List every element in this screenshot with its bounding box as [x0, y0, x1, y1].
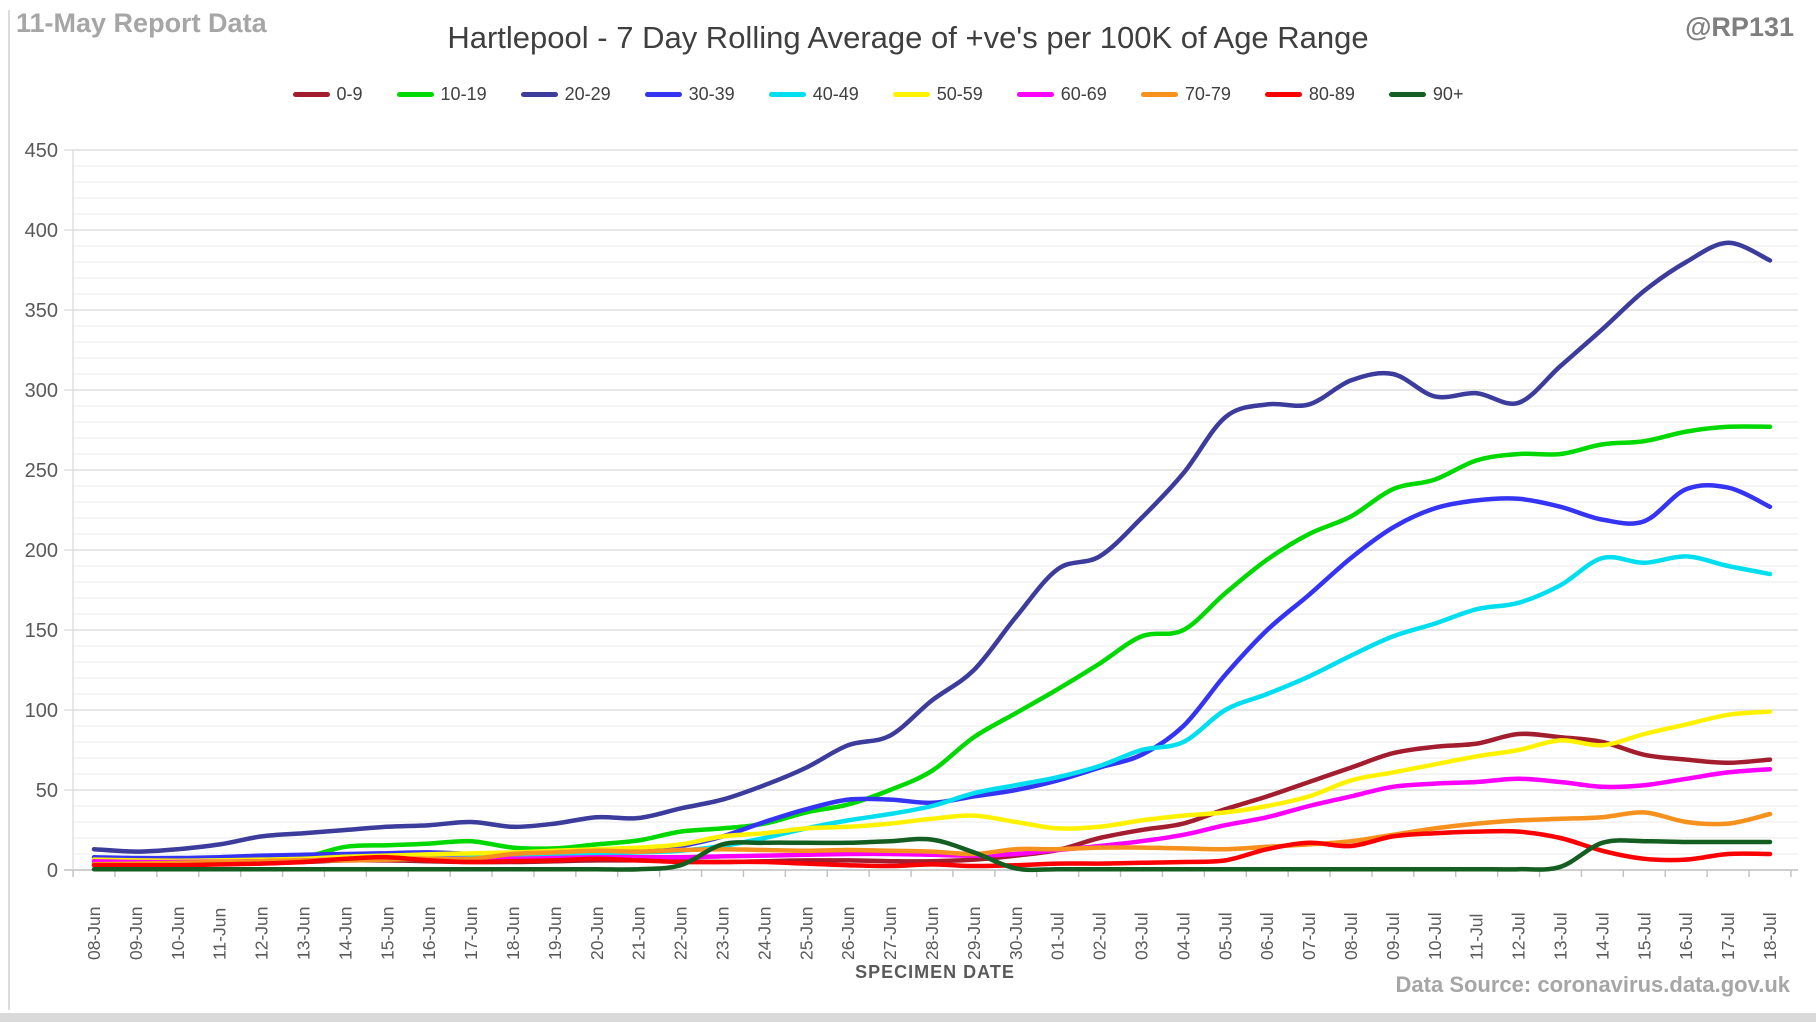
legend-swatch	[644, 92, 682, 97]
legend-label: 70-79	[1184, 84, 1231, 104]
legend-label: 80-89	[1308, 84, 1355, 104]
series-line-30-39	[91, 482, 1773, 861]
x-axis-label: 04-Jul	[1173, 912, 1193, 960]
y-axis-label: 300	[25, 380, 58, 402]
x-axis-label: 18-Jul	[1760, 912, 1780, 960]
x-axis-label: 29-Jun	[964, 906, 984, 960]
chart-title: Hartlepool - 7 Day Rolling Average of +v…	[447, 20, 1369, 55]
x-axis-label: 10-Jun	[168, 906, 188, 960]
window-bottom-edge	[0, 1013, 1816, 1022]
window-left-edge	[8, 10, 10, 1010]
x-axis-label: 24-Jun	[754, 906, 774, 960]
x-axis-label: 30-Jun	[1006, 906, 1026, 960]
legend-label: 10-19	[440, 84, 487, 104]
report-date-note: 11-May Report Data	[16, 8, 267, 38]
legend-item-30-39: 30-39	[644, 84, 735, 105]
legend-item-80-89: 80-89	[1264, 84, 1355, 105]
legend-label: 20-29	[564, 84, 611, 104]
series-line-80-89	[91, 828, 1773, 869]
x-axis-label: 17-Jul	[1718, 912, 1738, 960]
x-axis-label: 21-Jun	[629, 906, 649, 960]
x-axis-label: 28-Jun	[922, 906, 942, 960]
legend-label: 30-39	[688, 84, 735, 104]
y-axis-label: 50	[36, 780, 58, 802]
x-axis-label: 27-Jun	[880, 906, 900, 960]
legend-swatch	[396, 92, 434, 97]
series-line-90+	[91, 836, 1773, 873]
series-line-10-19	[91, 424, 1773, 866]
x-axis-title: SPECIMEN DATE	[855, 962, 1015, 982]
legend-swatch	[768, 92, 806, 97]
x-axis-label: 01-Jul	[1048, 912, 1068, 960]
x-axis-label: 14-Jun	[335, 906, 355, 960]
legend-item-60-69: 60-69	[1016, 84, 1107, 105]
series-line-40-49	[91, 554, 1773, 864]
y-axis-label: 150	[25, 620, 58, 642]
legend-swatch	[1016, 92, 1054, 97]
legend-swatch	[1388, 92, 1426, 97]
x-axis-label: 03-Jul	[1132, 912, 1152, 960]
x-axis-label: 13-Jun	[294, 906, 314, 960]
legend-swatch	[520, 92, 558, 97]
legend-label: 40-49	[812, 84, 859, 104]
x-axis-label: 02-Jul	[1090, 912, 1110, 960]
legend-swatch	[1264, 92, 1302, 97]
x-axis-label: 12-Jul	[1509, 912, 1529, 960]
x-axis-label: 07-Jul	[1299, 912, 1319, 960]
x-axis-label: 06-Jul	[1257, 912, 1277, 960]
x-axis-label: 16-Jul	[1676, 912, 1696, 960]
y-axis-label: 400	[25, 220, 58, 242]
x-axis-label: 11-Jun	[210, 908, 230, 960]
legend-item-10-19: 10-19	[396, 84, 487, 105]
x-axis-label: 11-Jul	[1467, 914, 1487, 960]
legend-label: 90+	[1432, 84, 1464, 104]
x-axis-label: 13-Jul	[1551, 912, 1571, 960]
x-axis-label: 09-Jul	[1383, 912, 1403, 960]
legend: 0-9 10-19 20-29 30-39 40-49 50-59 60-69 70-79 80…	[0, 84, 1756, 105]
x-axis-label: 20-Jun	[587, 906, 607, 960]
x-axis-label: 22-Jun	[671, 906, 691, 960]
legend-item-40-49: 40-49	[768, 84, 859, 105]
y-axis-label: 450	[25, 140, 58, 162]
series-line-20-29	[91, 240, 1773, 854]
x-axis-label: 05-Jul	[1215, 912, 1235, 960]
y-axis-label: 0	[47, 860, 58, 882]
x-axis-label: 09-Jun	[126, 906, 146, 960]
x-axis-label: 18-Jun	[503, 906, 523, 960]
y-axis-label: 350	[25, 300, 58, 322]
legend-item-20-29: 20-29	[520, 84, 611, 105]
legend-item-90+: 90+	[1388, 84, 1464, 105]
legend-swatch	[892, 92, 930, 97]
data-source-credit: Data Source: coronavirus.data.gov.uk	[1395, 972, 1790, 997]
legend-swatch	[292, 92, 330, 97]
x-axis-label: 26-Jun	[838, 906, 858, 960]
x-axis-label: 16-Jun	[419, 906, 439, 960]
legend-label: 50-59	[936, 84, 983, 104]
legend-label: 60-69	[1060, 84, 1107, 104]
legend-item-50-59: 50-59	[892, 84, 983, 105]
legend-item-70-79: 70-79	[1140, 84, 1231, 105]
legend-swatch	[1140, 92, 1178, 97]
legend-item-0-9: 0-9	[292, 84, 363, 105]
x-axis-label: 14-Jul	[1592, 912, 1612, 960]
y-axis-label: 250	[25, 460, 58, 482]
y-axis-label: 100	[25, 700, 58, 722]
x-axis-label: 08-Jun	[84, 906, 104, 960]
series-line-70-79	[91, 810, 1773, 867]
legend-label: 0-9	[336, 84, 363, 104]
x-axis-label: 10-Jul	[1425, 912, 1445, 960]
x-axis-label: 15-Jul	[1634, 912, 1654, 960]
x-axis-label: 25-Jun	[796, 906, 816, 960]
x-axis-label: 23-Jun	[713, 906, 733, 960]
x-axis-label: 12-Jun	[252, 906, 272, 960]
x-axis-label: 15-Jun	[377, 906, 397, 960]
x-axis-label: 08-Jul	[1341, 912, 1361, 960]
x-axis-label: 17-Jun	[461, 906, 481, 960]
author-handle: @RP131	[1685, 12, 1794, 42]
x-axis-label: 19-Jun	[545, 906, 565, 960]
y-axis-label: 200	[25, 540, 58, 562]
